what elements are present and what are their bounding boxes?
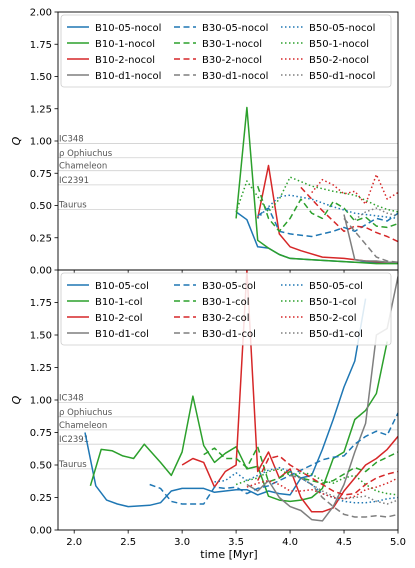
legend-entry: B50-2-nocol — [309, 55, 369, 66]
y-tick-label: 1.50 — [30, 331, 52, 342]
reference-label: IC348 — [59, 135, 84, 145]
legend-entry: B50-d1-nocol — [309, 71, 375, 82]
x-tick-label: 3.5 — [228, 537, 244, 548]
y-tick-label: 0.50 — [30, 201, 52, 212]
series-line — [289, 474, 398, 518]
reference-label: IC2391 — [59, 176, 89, 186]
y-axis-label: Q — [10, 136, 23, 145]
series-line — [235, 106, 398, 265]
series-line — [343, 217, 398, 264]
y-tick-label: 1.00 — [30, 396, 52, 407]
legend-entry: B30-2-nocol — [202, 55, 262, 66]
reference-label: IC348 — [59, 394, 84, 404]
bottom-panel: IC348 ρ Ophiuchus Chameleon IC2391 Taurus 0.0… — [10, 269, 406, 548]
legend — [60, 272, 392, 346]
reference-label: Taurus — [58, 200, 87, 210]
legend-entry: B50-05-nocol — [309, 23, 375, 34]
legend-entry: B30-d1-nocol — [202, 71, 268, 82]
y-tick-label: 0.75 — [30, 169, 52, 180]
y-tick-label: 1.75 — [30, 298, 52, 309]
x-tick-label: 4.5 — [336, 537, 352, 548]
series-line — [181, 270, 398, 513]
legend-entry: B50-1-nocol — [309, 39, 369, 50]
series-line — [256, 185, 398, 233]
series-line — [89, 341, 388, 503]
y-tick-label: 0.25 — [30, 233, 52, 244]
y-tick-label: 0.75 — [30, 428, 52, 439]
series-line — [246, 477, 398, 500]
series-line — [354, 207, 398, 221]
y-tick-label: 1.00 — [30, 137, 52, 148]
legend-entry: B30-1-nocol — [202, 39, 262, 50]
x-tick-label: 2.5 — [120, 537, 136, 548]
y-tick-label: 2.00 — [30, 8, 52, 19]
reference-label: IC2391 — [59, 435, 89, 445]
legend-entry: B10-2-nocol — [95, 55, 155, 66]
legend-entry: B50-2-col — [309, 313, 357, 324]
top-panel: IC348 ρ Ophiuchus Chameleon IC2391 Taurus 0.0… — [10, 8, 399, 277]
series-line — [300, 186, 398, 243]
reference-label: Chameleon — [59, 421, 107, 431]
legend-entry: B30-d1-col — [202, 329, 256, 340]
legend-entry: B10-2-col — [95, 313, 143, 324]
x-tick-label: 2.0 — [66, 537, 82, 548]
y-tick-label: 0.00 — [30, 266, 52, 277]
series-line — [343, 214, 398, 264]
series-line — [289, 474, 398, 505]
series-line — [203, 446, 398, 484]
reference-label: ρ Ophiuchus — [59, 149, 113, 159]
series-line — [257, 194, 398, 220]
x-axis-label: time [Myr] — [200, 548, 257, 561]
reference-label: Taurus — [58, 460, 87, 470]
x-tick-label: 3.0 — [174, 537, 190, 548]
series-line — [214, 466, 398, 504]
series-line — [311, 173, 398, 205]
y-tick-label: 1.25 — [30, 363, 52, 374]
legend-entry: B50-1-col — [309, 297, 357, 308]
x-tick-label: 4.0 — [282, 537, 298, 548]
legend-entry: B10-1-col — [95, 297, 143, 308]
series-line — [246, 276, 398, 522]
legend-entry: B10-d1-col — [95, 329, 149, 340]
y-tick-label: 0.50 — [30, 461, 52, 472]
series-line — [256, 164, 398, 264]
legend-entry: B10-d1-nocol — [95, 71, 161, 82]
reference-label: ρ Ophiuchus — [59, 408, 113, 418]
legend-entry: B30-05-col — [202, 281, 256, 292]
legend-entry: B10-05-col — [95, 281, 149, 292]
legend-entry: B10-05-nocol — [95, 23, 161, 34]
legend-entry: B30-1-col — [202, 297, 250, 308]
legend-entry: B10-1-nocol — [95, 39, 155, 50]
y-tick-label: 0.25 — [30, 493, 52, 504]
legend-entry: B50-d1-col — [309, 329, 363, 340]
series-line — [257, 207, 398, 238]
reference-label: Chameleon — [59, 162, 107, 172]
y-tick-label: 1.75 — [30, 40, 52, 51]
y-tick-label: 0.00 — [30, 526, 52, 537]
series-line — [257, 455, 398, 496]
y-axis-label: Q — [10, 395, 23, 404]
legend-entry: B50-05-col — [309, 281, 363, 292]
x-tick-label: 5.0 — [390, 537, 406, 548]
series-line — [235, 468, 398, 496]
legend-entry: B30-05-nocol — [202, 23, 268, 34]
y-tick-label: 1.50 — [30, 72, 52, 83]
y-tick-label: 1.25 — [30, 104, 52, 115]
legend-entry: B30-2-col — [202, 313, 250, 324]
legend — [60, 14, 392, 88]
